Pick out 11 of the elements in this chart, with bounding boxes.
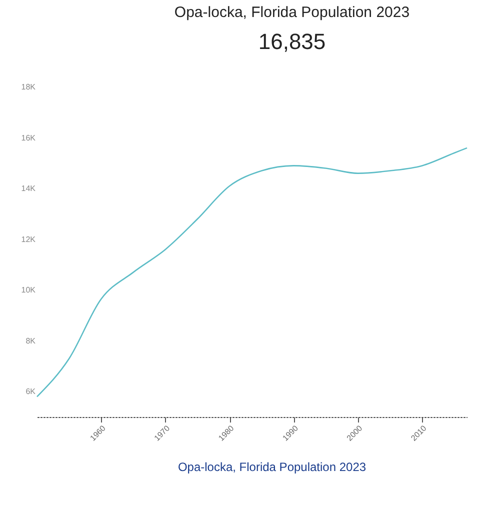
y-tick-label: 12K [21, 234, 36, 244]
text: Opa-locka, Florida Population 2023 [178, 460, 366, 474]
y-tick-label: 10K [21, 286, 36, 295]
chart-title: Opa-locka, Florida Population 2023 [174, 4, 410, 21]
line-series [36, 147, 468, 398]
y-tick-label: 14K [21, 184, 36, 194]
y-tick-label: 6K [26, 387, 36, 396]
y-tick-label: 18K [21, 82, 36, 92]
y-tick-label: 16K [21, 133, 36, 142]
y-tick-label: 8K [26, 336, 36, 346]
chart-subtitle: 16,835 [258, 29, 326, 54]
